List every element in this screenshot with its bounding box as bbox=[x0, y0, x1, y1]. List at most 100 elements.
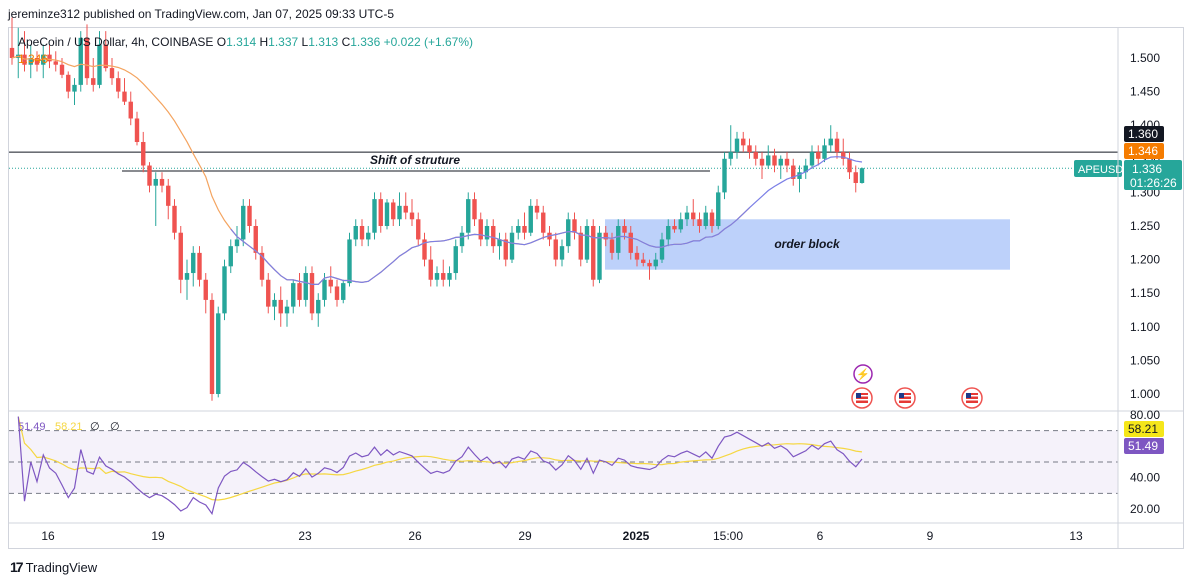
candle-body bbox=[28, 58, 33, 65]
candle-body bbox=[409, 212, 415, 220]
candle-body bbox=[322, 279, 327, 300]
candle-body bbox=[184, 273, 190, 280]
candle-body bbox=[578, 232, 583, 260]
candle-body bbox=[628, 232, 633, 253]
candle-body bbox=[422, 239, 427, 260]
candle-body bbox=[209, 299, 215, 394]
candle-body bbox=[47, 54, 52, 62]
candle-body bbox=[109, 68, 115, 79]
chart-frame bbox=[8, 27, 1184, 549]
candle-body bbox=[597, 232, 602, 280]
candle-body bbox=[847, 158, 852, 173]
candle-body bbox=[347, 239, 352, 284]
order-block-label: order block bbox=[774, 237, 841, 251]
candle-body bbox=[253, 226, 258, 253]
candle-body bbox=[603, 232, 608, 240]
candle-body bbox=[759, 158, 765, 166]
candle-body bbox=[641, 259, 646, 263]
us-flag-canton bbox=[966, 393, 971, 398]
candle-body bbox=[478, 219, 483, 240]
price-axis-tick: 1.000 bbox=[1130, 387, 1160, 401]
candle-body bbox=[841, 152, 846, 159]
price-axis-tick: 1.250 bbox=[1130, 219, 1160, 233]
candle-body bbox=[66, 74, 71, 92]
candle-body bbox=[647, 262, 652, 267]
last-price-tag: 1.336 bbox=[1132, 162, 1162, 176]
candle-body bbox=[853, 172, 858, 183]
candle-body bbox=[503, 239, 508, 260]
candle-body bbox=[303, 273, 308, 300]
candle-body bbox=[497, 239, 502, 247]
time-axis-tick: 2025 bbox=[623, 529, 650, 543]
ma-fast-line bbox=[230, 156, 863, 285]
us-flag-stripe bbox=[966, 399, 978, 401]
candle-body bbox=[59, 64, 65, 75]
candle-body bbox=[134, 118, 140, 142]
rsi-tag-value: 51.49 bbox=[1128, 439, 1158, 453]
candle-body bbox=[91, 78, 96, 85]
price-axis-tick: 1.200 bbox=[1130, 253, 1160, 267]
candle-body bbox=[709, 212, 715, 226]
candle-body bbox=[166, 185, 171, 206]
us-flag-stripe bbox=[856, 395, 868, 397]
candle-body bbox=[553, 239, 558, 260]
symbol-legend: ApeCoin / US Dollar, 4h, COINBASE O1.314… bbox=[18, 35, 473, 49]
rsi-legend-symbol-1: ∅ bbox=[90, 421, 100, 433]
rsi-ma-value-legend: 58.21 bbox=[55, 421, 83, 433]
candle-body bbox=[516, 226, 521, 233]
candle-body bbox=[622, 226, 627, 233]
candle-body bbox=[216, 313, 221, 394]
shift-structure-label: Shift of struture bbox=[370, 153, 460, 167]
candle-body bbox=[453, 246, 458, 274]
price-tag-resistance-bg bbox=[1124, 126, 1164, 142]
candle-body bbox=[278, 299, 283, 314]
candle-body bbox=[72, 84, 77, 92]
candle-body bbox=[766, 155, 771, 166]
candle-body bbox=[178, 232, 183, 280]
rsi-ma-line bbox=[17, 416, 863, 501]
candle-body bbox=[797, 172, 802, 179]
candle-body bbox=[466, 199, 471, 233]
candle-body bbox=[616, 226, 621, 253]
footer-brand: TradingView bbox=[25, 559, 98, 575]
us-flag-stripe bbox=[966, 395, 978, 397]
candle-body bbox=[147, 165, 152, 186]
time-axis-tick: 19 bbox=[151, 529, 165, 543]
candle-body bbox=[559, 246, 565, 260]
candle-body bbox=[266, 279, 271, 307]
price-tag-ma: 1.346 bbox=[1128, 144, 1158, 158]
candle-body bbox=[534, 205, 540, 213]
us-flag-stripes bbox=[899, 393, 911, 403]
candle-body bbox=[353, 226, 358, 240]
candle-body bbox=[128, 101, 133, 119]
candle-body bbox=[591, 226, 596, 280]
tradingview-logo-icon: 17 bbox=[10, 559, 24, 575]
candle-body bbox=[822, 145, 827, 159]
candle-body bbox=[653, 259, 658, 267]
candle-body bbox=[816, 152, 821, 159]
us-flag-canton bbox=[856, 393, 861, 398]
candle-body bbox=[803, 165, 808, 173]
lightning-glyph: ⚡ bbox=[856, 368, 870, 381]
candle-body bbox=[203, 279, 208, 300]
candle-body bbox=[697, 219, 702, 226]
candle-body bbox=[509, 232, 515, 260]
us-flag-canton bbox=[899, 393, 904, 398]
candle-body bbox=[584, 226, 590, 260]
time-axis-tick: 6 bbox=[817, 529, 824, 543]
price-axis-tick: 1.050 bbox=[1130, 353, 1160, 367]
rsi-tag-ma-bg bbox=[1124, 421, 1164, 437]
candle-body bbox=[9, 47, 15, 58]
candle-body bbox=[284, 306, 290, 314]
candle-body bbox=[659, 239, 665, 260]
price-tag-ma-bg bbox=[1124, 143, 1164, 159]
candle-body bbox=[78, 37, 83, 85]
lightning-event-icon bbox=[853, 364, 873, 384]
candle-body bbox=[828, 138, 833, 146]
candle-body bbox=[572, 219, 577, 233]
candle-body bbox=[397, 205, 402, 220]
price-axis-tick: 1.100 bbox=[1130, 320, 1160, 334]
candle-body bbox=[609, 239, 615, 253]
candle-body bbox=[116, 78, 121, 92]
